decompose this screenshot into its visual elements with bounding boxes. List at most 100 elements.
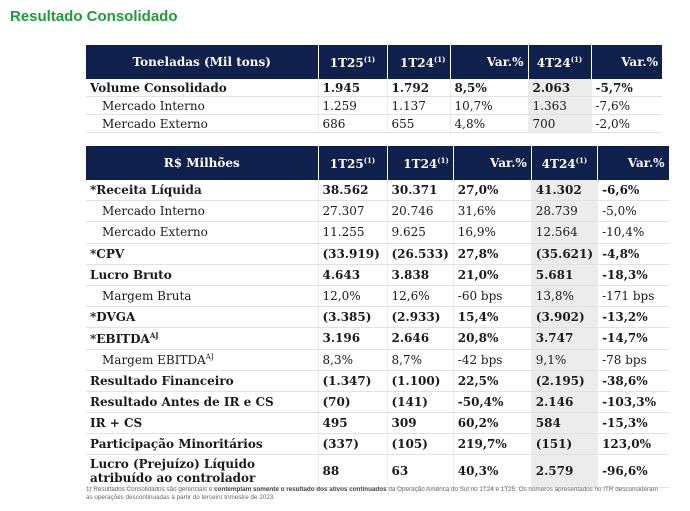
row-label: IR + CS — [86, 412, 319, 435]
table-cell: 20.746 — [387, 200, 454, 223]
table-cell: (3.385) — [318, 306, 388, 329]
page-title: Resultado Consolidado — [10, 8, 178, 25]
table-cell: -171 bps — [597, 285, 669, 308]
table-cell: 655 — [387, 114, 451, 133]
table-cell: -5,0% — [597, 200, 669, 223]
table-row: Participação Minoritários (337) (105) 219,7… — [86, 433, 669, 456]
column-header: Var.% — [453, 146, 532, 180]
column-header: 4T24(1) — [531, 146, 599, 180]
table-cell: 1.137 — [387, 96, 451, 115]
table-cell: -96,6% — [597, 454, 669, 489]
table-cell: (151) — [531, 433, 599, 456]
row-label: Resultado Antes de IR e CS — [86, 391, 319, 414]
table-cell: 4.643 — [318, 264, 388, 286]
table-cell: (2.195) — [531, 370, 599, 392]
column-header: 1T24(1) — [387, 146, 454, 180]
table-cell: 88 — [318, 454, 388, 489]
table-cell: 31,6% — [453, 200, 532, 223]
row-label: Mercado Externo — [86, 114, 319, 133]
table-cell: 22,5% — [453, 370, 532, 392]
table-cell: -38,6% — [597, 370, 669, 392]
table-cell: 28.739 — [531, 200, 599, 223]
table-cell: -2,0% — [591, 114, 662, 133]
row-label: Mercado Interno — [86, 96, 319, 115]
row-label: *Receita Líquida — [86, 180, 319, 202]
table-cell: 2.646 — [387, 327, 454, 350]
table-row: Margem EBITDAAJ 8,3% 8,7% -42 bps 9,1% -78 bp… — [86, 349, 669, 371]
row-label: Margem EBITDAAJ — [86, 349, 319, 371]
table-cell: 12,6% — [387, 285, 454, 308]
table-cell: (26.533) — [387, 243, 454, 265]
financial-table: R$ Milhões 1T25(1) 1T24(1) Var.% 4T24(1)… — [86, 146, 669, 489]
table-cell: (105) — [387, 433, 454, 456]
table-cell: (2.933) — [387, 306, 454, 329]
table-row: Mercado Externo 686 655 4,8% 700 -2,0% — [86, 114, 662, 133]
table-cell: -78 bps — [597, 349, 669, 371]
table-cell: 584 — [531, 412, 599, 435]
table-row: Resultado Financeiro (1.347) (1.100) 22,5%(… — [86, 370, 669, 392]
table-cell: 8,7% — [387, 349, 454, 371]
column-header: 1T25(1) — [318, 45, 388, 79]
table-cell: 38.562 — [318, 180, 388, 202]
table-cell: 20,8% — [453, 327, 532, 350]
table-cell: 9.625 — [387, 221, 454, 244]
table-cell: (337) — [318, 433, 388, 456]
table-cell: (3.902) — [531, 306, 599, 329]
column-header: Var.% — [450, 45, 529, 79]
column-header: R$ Milhões — [86, 146, 319, 180]
table-cell: 1.363 — [528, 96, 592, 115]
table-cell: 3.747 — [531, 327, 599, 350]
table-cell: (141) — [387, 391, 454, 414]
table-row: *EBITDAAJ 3.196 2.646 20,8% 3.747 -14,7% — [86, 327, 669, 350]
table-cell: 4,8% — [450, 114, 529, 133]
table-cell: -15,3% — [597, 412, 669, 435]
table-cell: 63 — [387, 454, 454, 489]
table-row: *Receita Líquida 38.562 30.371 27,0% 41.302-… — [86, 180, 669, 202]
table-cell: 13,8% — [531, 285, 599, 308]
table-cell: 27,8% — [453, 243, 532, 265]
table-cell: -50,4% — [453, 391, 532, 414]
table-cell: 41.302 — [531, 180, 599, 202]
table-row: IR + CS 495 309 60,2% 584 -15,3% — [86, 412, 669, 435]
table-cell: -7,6% — [591, 96, 662, 115]
table-cell: 2.579 — [531, 454, 599, 489]
table-cell: 12,0% — [318, 285, 388, 308]
table-cell: 1.792 — [387, 79, 451, 97]
table-cell: -10,4% — [597, 221, 669, 244]
table-cell: 27,0% — [453, 180, 532, 202]
row-label: Participação Minoritários — [86, 433, 319, 456]
table-row: *CPV (33.919) (26.533) 27,8% (35.621) -4,8% — [86, 243, 669, 265]
table-cell: 8,5% — [450, 79, 529, 97]
table-row: Volume Consolidado 1.945 1.792 8,5% 2.063 -5,… — [86, 79, 662, 97]
table-cell: 3.838 — [387, 264, 454, 286]
table-cell: (35.621) — [531, 243, 599, 265]
row-label: *EBITDAAJ — [86, 327, 319, 350]
table-cell: -14,7% — [597, 327, 669, 350]
column-header: 1T25(1) — [318, 146, 388, 180]
table-cell: 10,7% — [450, 96, 529, 115]
table-cell: 27.307 — [318, 200, 388, 223]
table-cell: 3.196 — [318, 327, 388, 350]
table-cell: (1.100) — [387, 370, 454, 392]
table-cell: 12.564 — [531, 221, 599, 244]
table-cell: 21,0% — [453, 264, 532, 286]
table-row: Margem Bruta 12,0% 12,6% -60 bps 13,8% -171 b… — [86, 285, 669, 308]
row-label: Resultado Financeiro — [86, 370, 319, 392]
table-cell: 700 — [528, 114, 592, 133]
table-row: *DVGA (3.385) (2.933) 15,4% (3.902) -13,2% — [86, 306, 669, 329]
table-cell: (33.919) — [318, 243, 388, 265]
table-cell: -6,6% — [597, 180, 669, 202]
table-cell: -4,8% — [597, 243, 669, 265]
table-cell: 5.681 — [531, 264, 599, 286]
table-cell: -103,3% — [597, 391, 669, 414]
table-cell: -60 bps — [453, 285, 532, 308]
table-cell: (70) — [318, 391, 388, 414]
table-cell: 2.063 — [528, 79, 592, 97]
row-label: *CPV — [86, 243, 319, 265]
row-label: *DVGA — [86, 306, 319, 329]
table-cell: (1.347) — [318, 370, 388, 392]
table-row: Mercado Externo 11.255 9.625 16,9% 12.564 -10… — [86, 221, 669, 244]
volume-table: Toneladas (Mil tons) 1T25(1) 1T24(1) Var… — [86, 45, 662, 133]
table-header-row: Toneladas (Mil tons) 1T25(1) 1T24(1) Var… — [86, 45, 662, 79]
row-label: Mercado Externo — [86, 221, 319, 244]
